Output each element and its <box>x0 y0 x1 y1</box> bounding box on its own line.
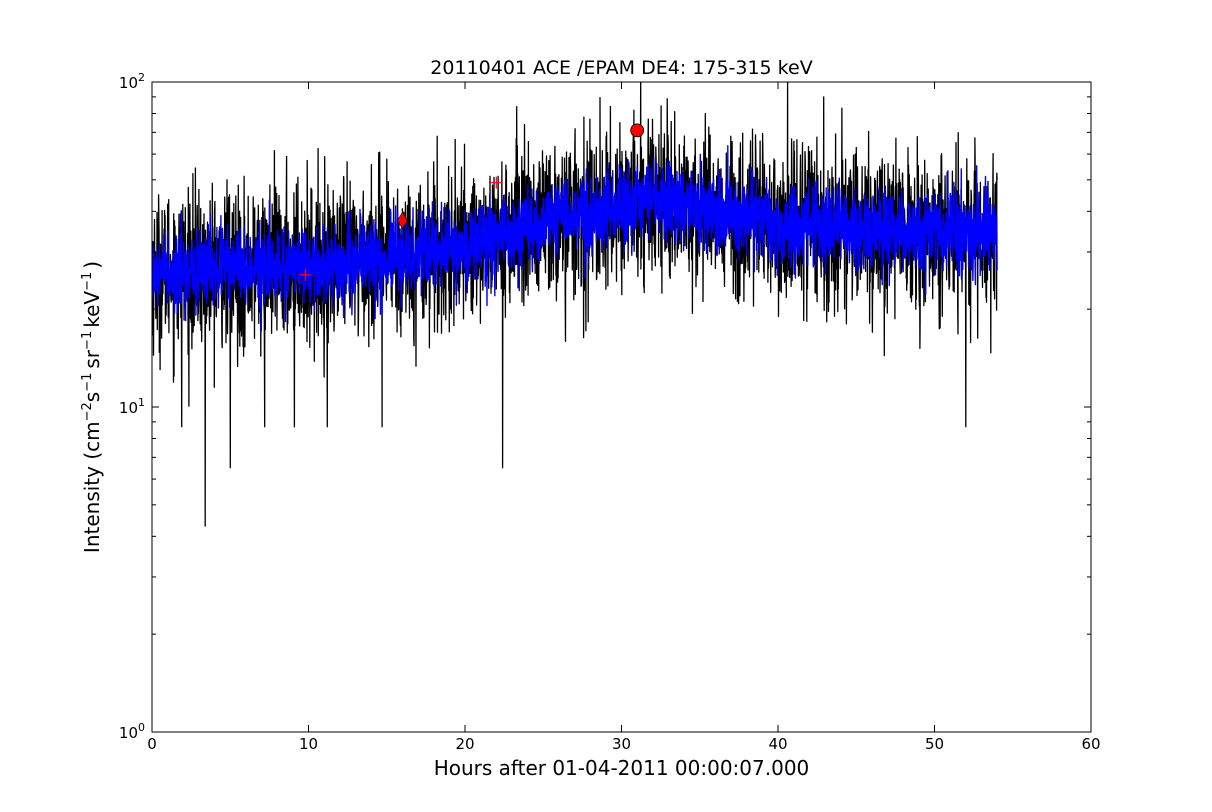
y-tick-label: 102 <box>119 71 145 92</box>
series-line-smoothed <box>152 145 998 332</box>
marker-circle <box>630 123 645 138</box>
x-tick-label: 60 <box>1081 735 1100 753</box>
y-axis-label: Intensity (cm−2s−1sr−1keV−1) <box>80 261 104 553</box>
plot-markers <box>299 123 645 281</box>
x-tick-label: 0 <box>147 735 157 753</box>
marker-plus <box>299 268 312 281</box>
x-tick-label: 50 <box>925 735 944 753</box>
x-axis-label: Hours after 01-04-2011 00:00:07.000 <box>434 756 810 780</box>
marker-diamond <box>397 211 408 230</box>
x-tick-label: 10 <box>299 735 318 753</box>
y-tick-label: 101 <box>119 396 145 417</box>
axis-tick-labels: 0 10 20 30 40 50 60 100 101 102 <box>119 71 1101 753</box>
x-tick-label: 30 <box>612 735 631 753</box>
x-tick-label: 20 <box>455 735 474 753</box>
chart-title: 20110401 ACE /EPAM DE4: 175-315 keV <box>430 57 812 79</box>
x-tick-label: 40 <box>768 735 787 753</box>
marker-plus <box>490 176 503 189</box>
y-tick-label: 100 <box>119 721 145 742</box>
axis-ticks <box>151 81 1092 733</box>
plot-series <box>152 82 998 527</box>
